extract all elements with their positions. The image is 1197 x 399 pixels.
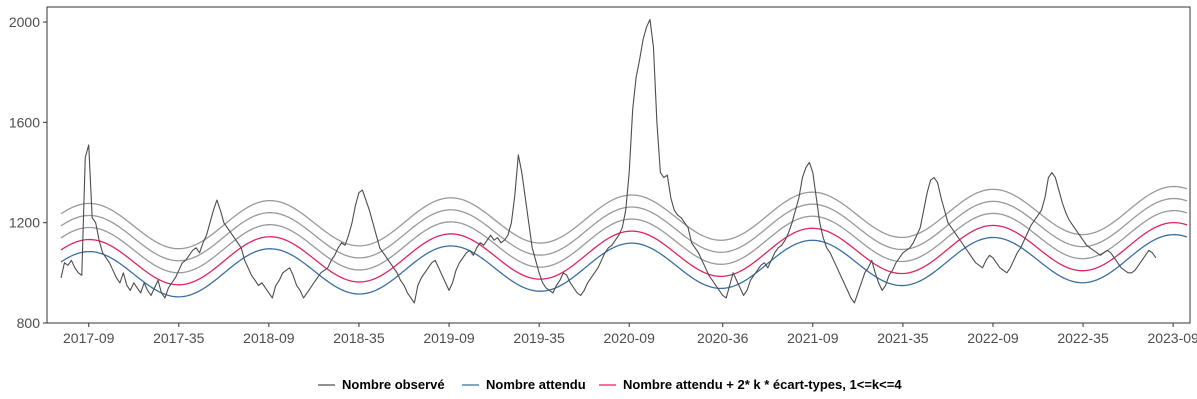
x-axis: 2017-09 2017-35 2018-09 2018-35 2019-09 2019-… (63, 323, 1197, 346)
expected-curve (60, 234, 1188, 298)
threshold-curve-k4 (60, 185, 1188, 250)
x-tick-label: 2020-09 (604, 330, 656, 346)
x-tick-label: 2022-35 (1057, 330, 1109, 346)
observed-curve (60, 18, 1157, 304)
y-tick-label: 1600 (9, 114, 40, 130)
legend-expected-label: Nombre attendu (486, 377, 586, 392)
threshold-curve-k3 (60, 197, 1188, 262)
y-axis: 800 1200 1600 2000 (9, 14, 47, 331)
x-tick-label: 2020-36 (697, 330, 749, 346)
threshold-curves (60, 185, 1188, 286)
expected-line (60, 234, 1188, 298)
plot-panel-border (46, 6, 1191, 324)
y-tick-label: 800 (17, 315, 41, 331)
x-tick-label: 2019-09 (423, 330, 475, 346)
x-tick-label: 2017-09 (63, 330, 115, 346)
y-tick-label: 1200 (9, 215, 40, 231)
x-tick-label: 2021-09 (787, 330, 839, 346)
x-tick-label: 2018-09 (243, 330, 295, 346)
legend-threshold-label: Nombre attendu + 2* k * écart-types, 1<=… (623, 377, 902, 392)
x-tick-label: 2021-35 (877, 330, 929, 346)
observed-line (60, 18, 1157, 304)
legend: Nombre observé Nombre attendu Nombre att… (318, 377, 902, 392)
x-tick-label: 2019-35 (513, 330, 565, 346)
threshold-curve-k1 (60, 222, 1188, 286)
x-tick-label: 2017-35 (153, 330, 205, 346)
legend-observed-label: Nombre observé (342, 377, 445, 392)
y-tick-label: 2000 (9, 14, 40, 30)
x-tick-label: 2022-09 (967, 330, 1019, 346)
x-tick-label: 2018-35 (333, 330, 385, 346)
x-tick-label: 2023-09 (1147, 330, 1197, 346)
